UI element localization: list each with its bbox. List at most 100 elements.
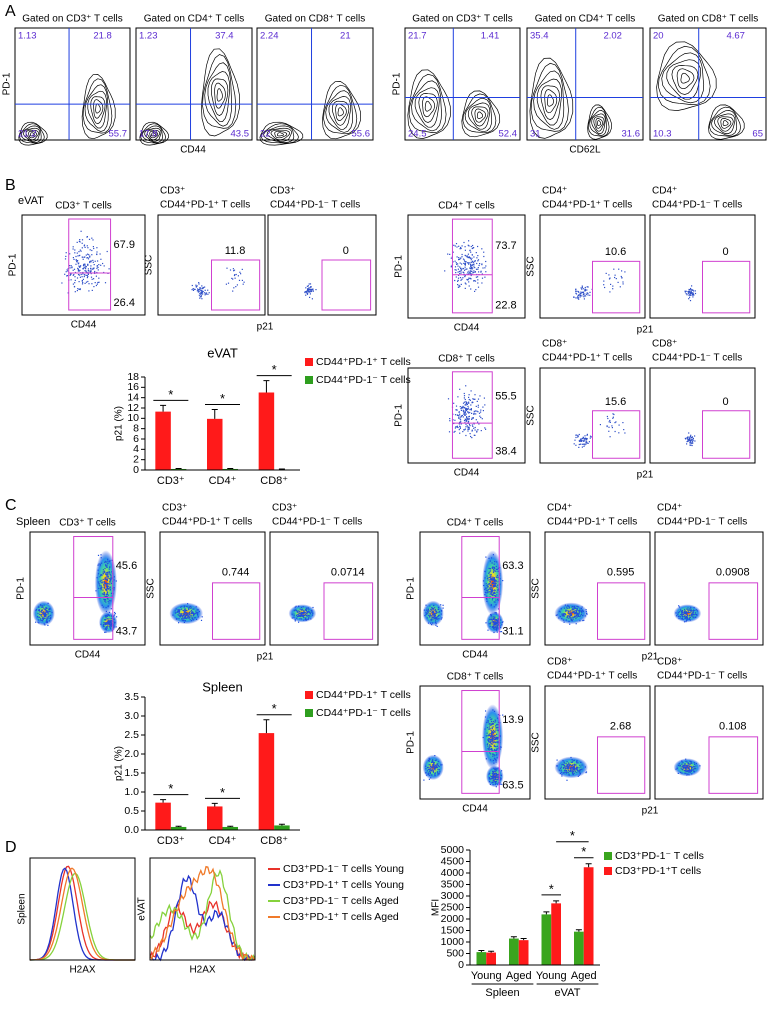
dot (470, 278, 471, 279)
dot (612, 288, 613, 289)
dot (462, 245, 463, 246)
dot (110, 627, 111, 628)
dot (105, 602, 106, 603)
dot (73, 257, 74, 258)
dot (686, 618, 687, 619)
dot (574, 760, 575, 761)
dot (589, 295, 590, 296)
dot (694, 768, 695, 769)
dot (111, 575, 112, 576)
dot (464, 395, 465, 396)
dot (494, 595, 495, 596)
dot (196, 619, 197, 620)
dot (494, 579, 495, 580)
dot (489, 748, 490, 749)
dot (494, 577, 495, 578)
dot (497, 724, 498, 725)
dot (681, 773, 682, 774)
dot (568, 767, 569, 768)
dot (494, 749, 495, 750)
dot (574, 769, 575, 770)
contour-line (681, 73, 690, 83)
dot (576, 615, 577, 616)
dot (471, 267, 472, 268)
dot (104, 592, 105, 593)
dot (491, 730, 492, 731)
dot (85, 283, 86, 284)
dot (431, 774, 432, 775)
dot (459, 429, 460, 430)
dot (432, 764, 433, 765)
dot (492, 619, 493, 620)
dot (473, 270, 474, 271)
dot (491, 585, 492, 586)
dot (51, 612, 52, 613)
gate-value: 38.4 (495, 446, 516, 458)
dot (434, 768, 435, 769)
dot (80, 250, 81, 251)
dot (109, 268, 110, 269)
dot (427, 767, 428, 768)
dot (430, 611, 431, 612)
dot (198, 282, 199, 283)
dot (46, 608, 47, 609)
dot (494, 593, 495, 594)
dot (106, 617, 107, 618)
dot (496, 779, 497, 780)
significance-mark: * (570, 828, 575, 843)
dot (91, 270, 92, 271)
dot (478, 399, 479, 400)
quadrant-value: 1.23 (139, 31, 158, 42)
dot (75, 291, 76, 292)
dot (303, 606, 304, 607)
dot (579, 444, 580, 445)
dot (461, 279, 462, 280)
dot (494, 758, 495, 759)
dot (695, 293, 696, 294)
dot (471, 271, 472, 272)
dot (559, 770, 560, 771)
dot (473, 256, 474, 257)
dot (567, 617, 568, 618)
dot (679, 616, 680, 617)
dot (615, 421, 616, 422)
dot (491, 590, 492, 591)
dot (459, 418, 460, 419)
gate (593, 411, 640, 459)
dot (588, 286, 589, 287)
dot (493, 760, 494, 761)
dot (489, 744, 490, 745)
dot (114, 576, 115, 577)
dot (694, 771, 695, 772)
dot (585, 615, 586, 616)
dot (107, 594, 108, 595)
dot (437, 612, 438, 613)
dot (432, 622, 433, 623)
error-bar (576, 930, 582, 932)
dot (79, 275, 80, 276)
dot (184, 606, 185, 607)
dot (558, 617, 559, 618)
contour-line (723, 121, 728, 126)
dot (576, 608, 577, 609)
dot (574, 297, 575, 298)
legend-swatch (305, 709, 313, 717)
error-bar (586, 864, 592, 867)
dot (695, 617, 696, 618)
dot (463, 410, 464, 411)
dot (581, 608, 582, 609)
dot (493, 583, 494, 584)
dot (563, 772, 564, 773)
gate-value: 0.595 (607, 567, 635, 579)
quadrant-value: 2.24 (260, 31, 279, 42)
dot (480, 417, 481, 418)
dot (82, 280, 83, 281)
dot (195, 617, 196, 618)
dot (471, 413, 472, 414)
dot (690, 293, 691, 294)
dot (175, 613, 176, 614)
dot (576, 291, 577, 292)
dot (91, 250, 92, 251)
dot (427, 617, 428, 618)
dot (581, 765, 582, 766)
